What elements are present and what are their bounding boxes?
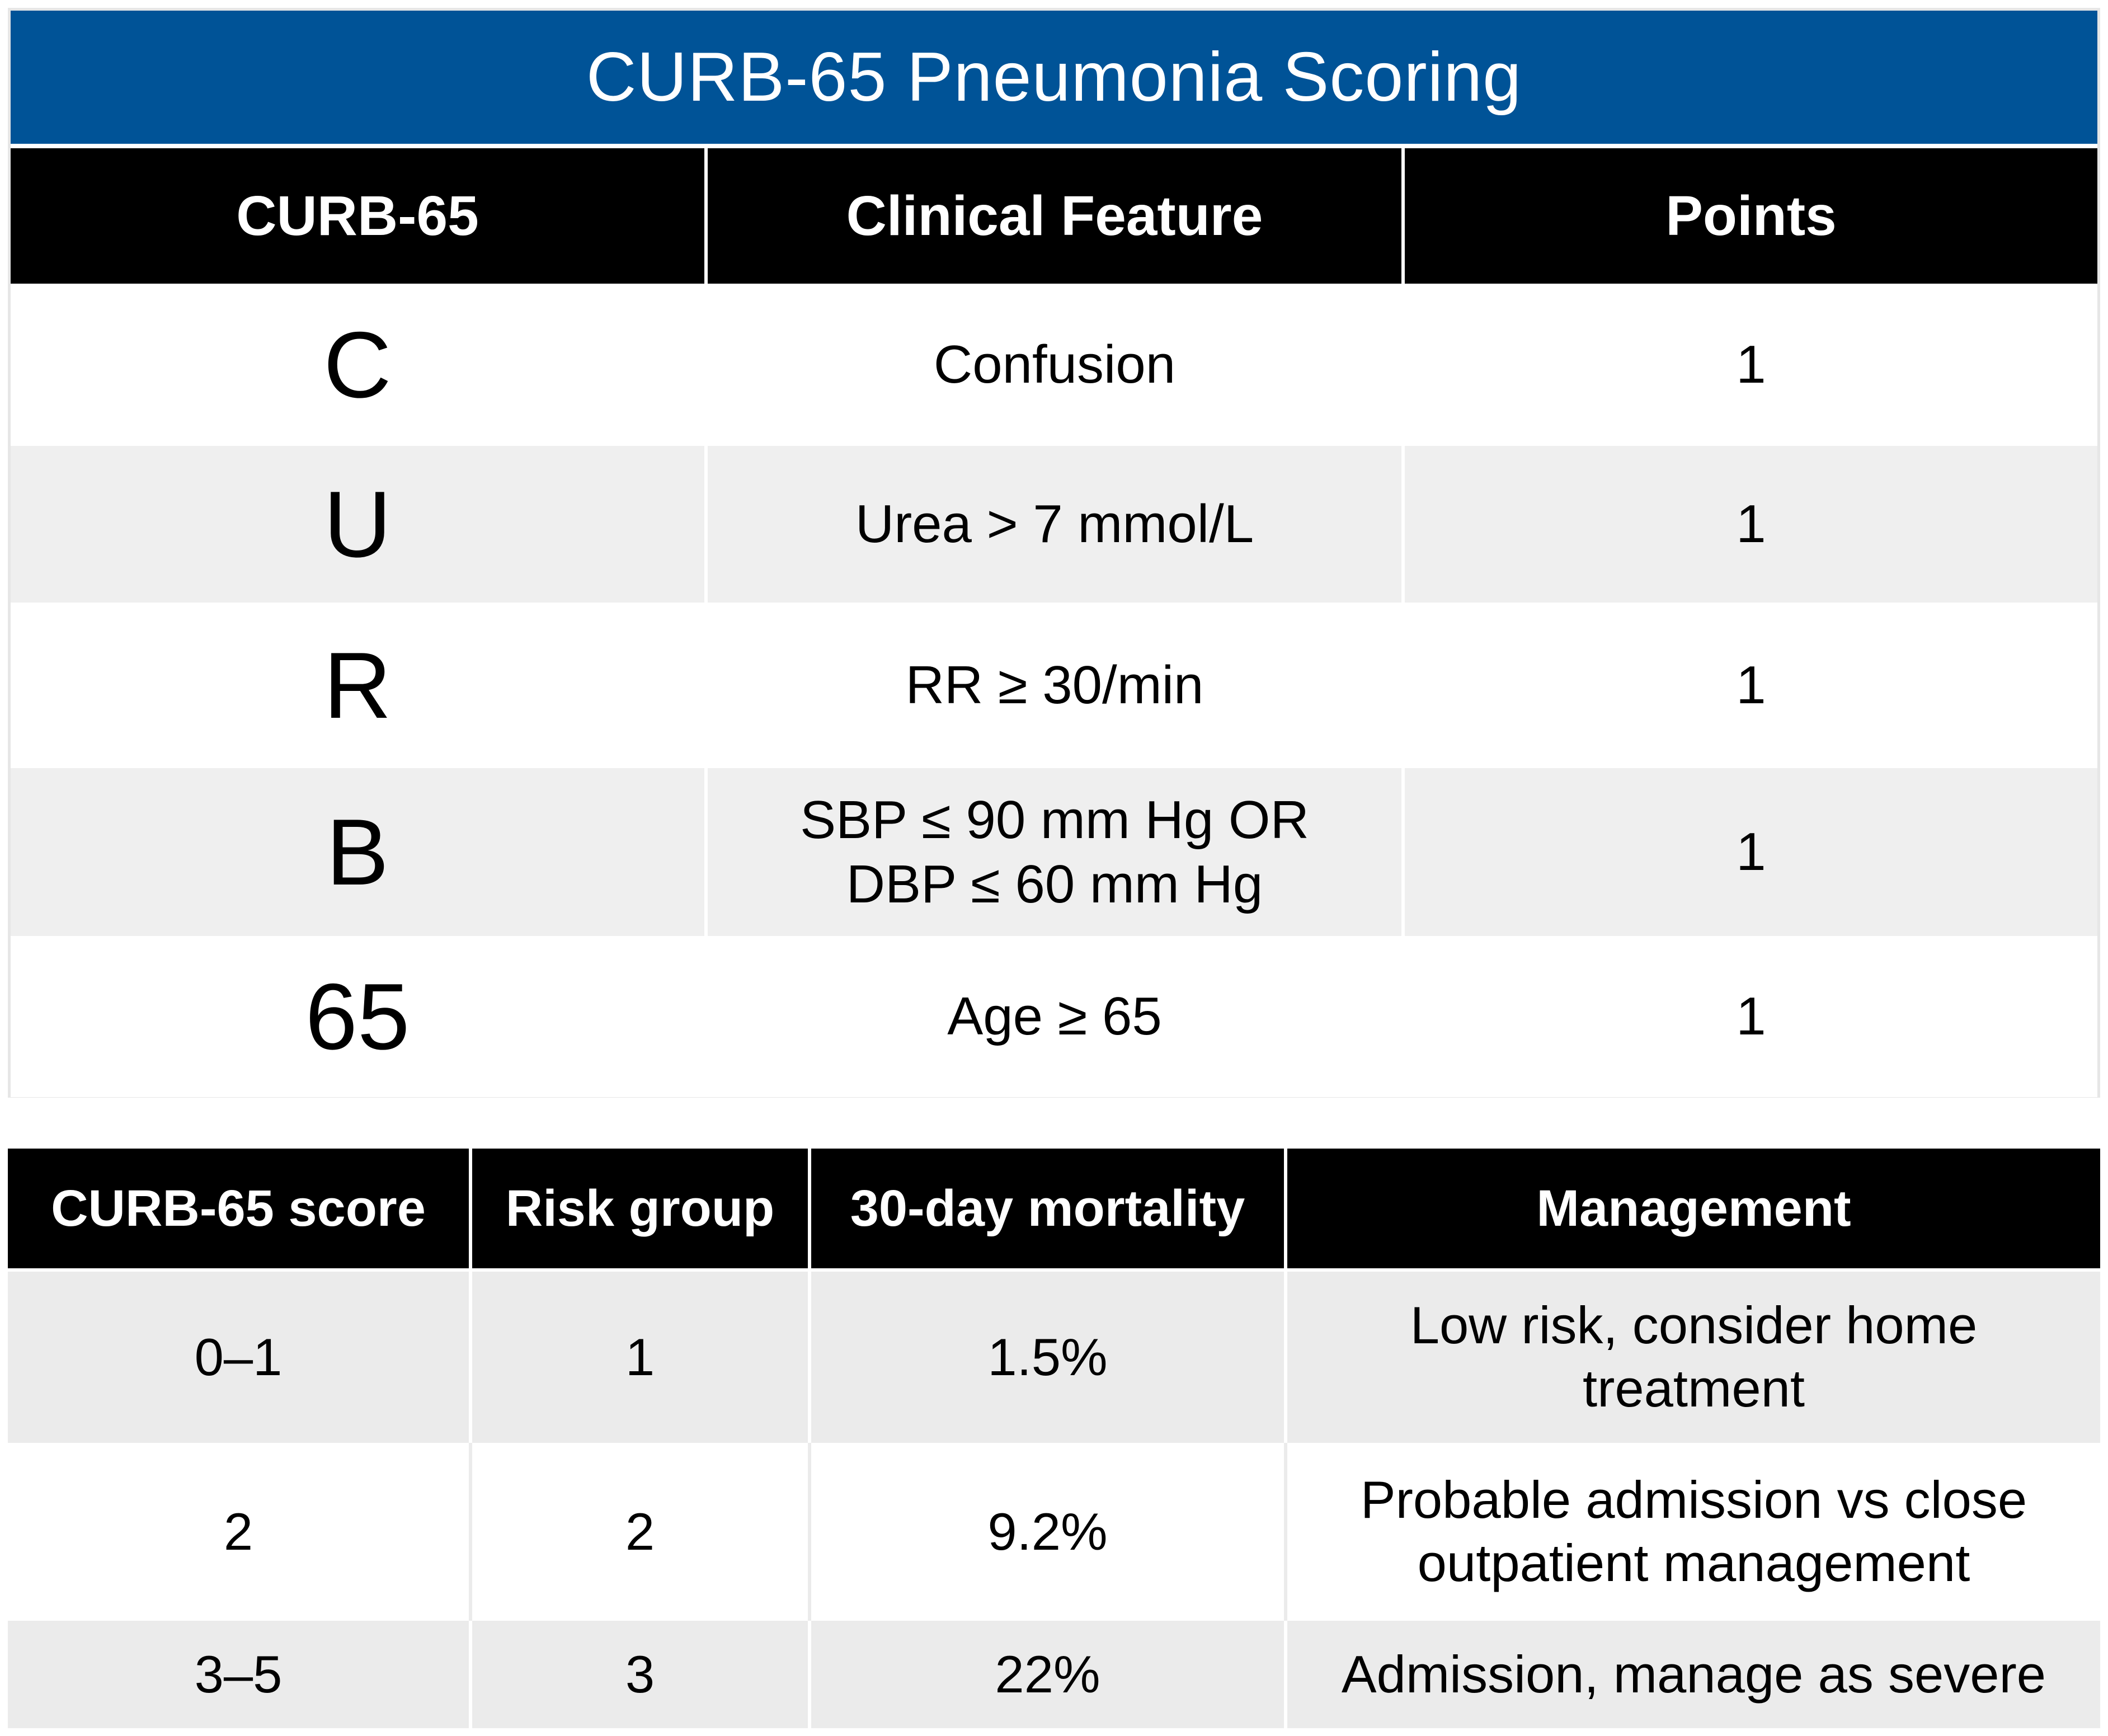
criterion-feature: SBP ≤ 90 mm Hg OR DBP ≤ 60 mm Hg: [704, 768, 1401, 936]
table-row: 0–1 1 1.5% Low risk, consider home treat…: [8, 1272, 2100, 1443]
score-cell: 3–5: [8, 1621, 469, 1728]
header-score: CURB-65 score: [8, 1149, 469, 1268]
mortality-cell: 9.2%: [808, 1443, 1284, 1621]
header-management: Management: [1284, 1149, 2100, 1268]
criterion-points: 1: [1401, 603, 2097, 768]
criteria-table: CURB-65 Pneumonia Scoring CURB-65 Clinic…: [8, 8, 2100, 1098]
criterion-letter: R: [11, 603, 704, 768]
criteria-table-header: CURB-65 Clinical Feature Points: [11, 148, 2097, 284]
risk-table-header: CURB-65 score Risk group 30-day mortalit…: [8, 1149, 2100, 1268]
table-row: R RR ≥ 30/min 1: [11, 603, 2097, 768]
criterion-points: 1: [1401, 284, 2097, 446]
criterion-letter: B: [11, 768, 704, 936]
header-clinical-feature: Clinical Feature: [708, 148, 1401, 284]
header-mortality: 30-day mortality: [808, 1149, 1284, 1268]
table-row: 65 Age ≥ 65 1: [11, 936, 2097, 1097]
score-cell: 0–1: [8, 1272, 469, 1443]
criterion-letter: C: [11, 284, 704, 446]
table-title: CURB-65 Pneumonia Scoring: [11, 11, 2097, 144]
risk-group-cell: 3: [469, 1621, 808, 1728]
table-row: B SBP ≤ 90 mm Hg OR DBP ≤ 60 mm Hg 1: [11, 768, 2097, 936]
criterion-letter: 65: [11, 936, 704, 1097]
table-row: 3–5 3 22% Admission, manage as severe: [8, 1621, 2100, 1728]
criterion-feature: Age ≥ 65: [704, 936, 1401, 1097]
management-cell: Low risk, consider home treatment: [1284, 1272, 2100, 1443]
mortality-cell: 1.5%: [808, 1272, 1284, 1443]
header-curb65: CURB-65: [11, 148, 704, 284]
criterion-points: 1: [1401, 768, 2097, 936]
table-row: C Confusion 1: [11, 284, 2097, 446]
criterion-feature: Confusion: [704, 284, 1401, 446]
header-divider: [8, 1268, 2100, 1272]
criteria-table-body: C Confusion 1 U Urea > 7 mmol/L 1 R RR ≥…: [11, 284, 2097, 1097]
management-cell: Probable admission vs close outpatient m…: [1284, 1443, 2100, 1621]
table-row: 2 2 9.2% Probable admission vs close out…: [8, 1443, 2100, 1621]
criterion-feature: RR ≥ 30/min: [704, 603, 1401, 768]
header-risk-group: Risk group: [469, 1149, 808, 1268]
criterion-points: 1: [1401, 446, 2097, 603]
criterion-points: 1: [1401, 936, 2097, 1097]
header-points: Points: [1405, 148, 2097, 284]
risk-table-body: 0–1 1 1.5% Low risk, consider home treat…: [8, 1272, 2100, 1728]
risk-table: CURB-65 score Risk group 30-day mortalit…: [8, 1149, 2100, 1728]
mortality-cell: 22%: [808, 1621, 1284, 1728]
criterion-feature: Urea > 7 mmol/L: [704, 446, 1401, 603]
management-cell: Admission, manage as severe: [1284, 1621, 2100, 1728]
score-cell: 2: [8, 1443, 469, 1621]
criterion-letter: U: [11, 446, 704, 603]
table-row: U Urea > 7 mmol/L 1: [11, 446, 2097, 603]
risk-group-cell: 2: [469, 1443, 808, 1621]
risk-group-cell: 1: [469, 1272, 808, 1443]
